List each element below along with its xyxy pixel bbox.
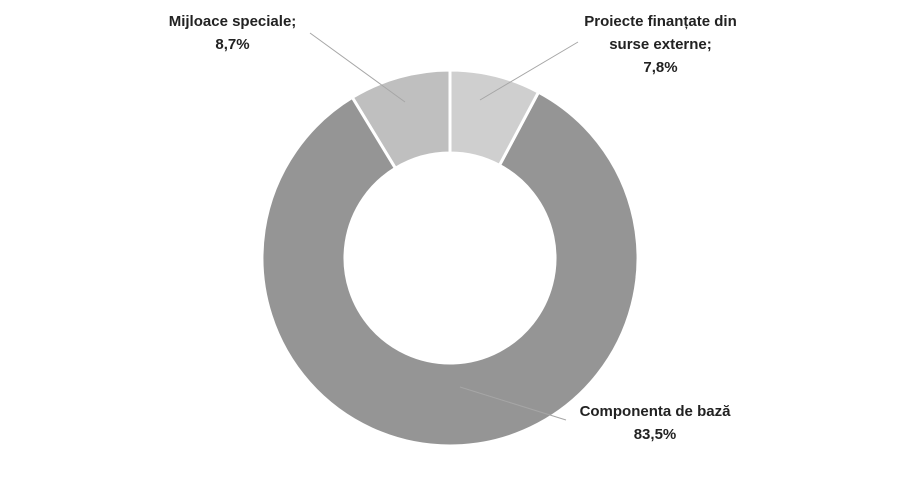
slice: [448, 68, 541, 168]
value-label: 8,7%: [215, 36, 250, 53]
data-label: Mijloace speciale; 8,7%: [150, 10, 315, 56]
leader-line: [309, 32, 406, 103]
value-label: 83,5%: [633, 426, 677, 443]
data-label: Proiecte finanțate din surse externe; 7,8…: [578, 10, 743, 79]
leader-lines: [309, 32, 579, 421]
category-label: Proiecte finanțate din surse externe;: [584, 13, 737, 53]
category-label: Mijloace speciale;: [168, 13, 297, 30]
leader-line: [459, 386, 567, 421]
value-label: 7,8%: [643, 59, 678, 76]
data-label: Componenta de bază 83,5%: [565, 400, 745, 446]
slice: [260, 90, 640, 448]
leader-line: [479, 41, 579, 101]
category-label: Componenta de bază: [579, 403, 731, 420]
